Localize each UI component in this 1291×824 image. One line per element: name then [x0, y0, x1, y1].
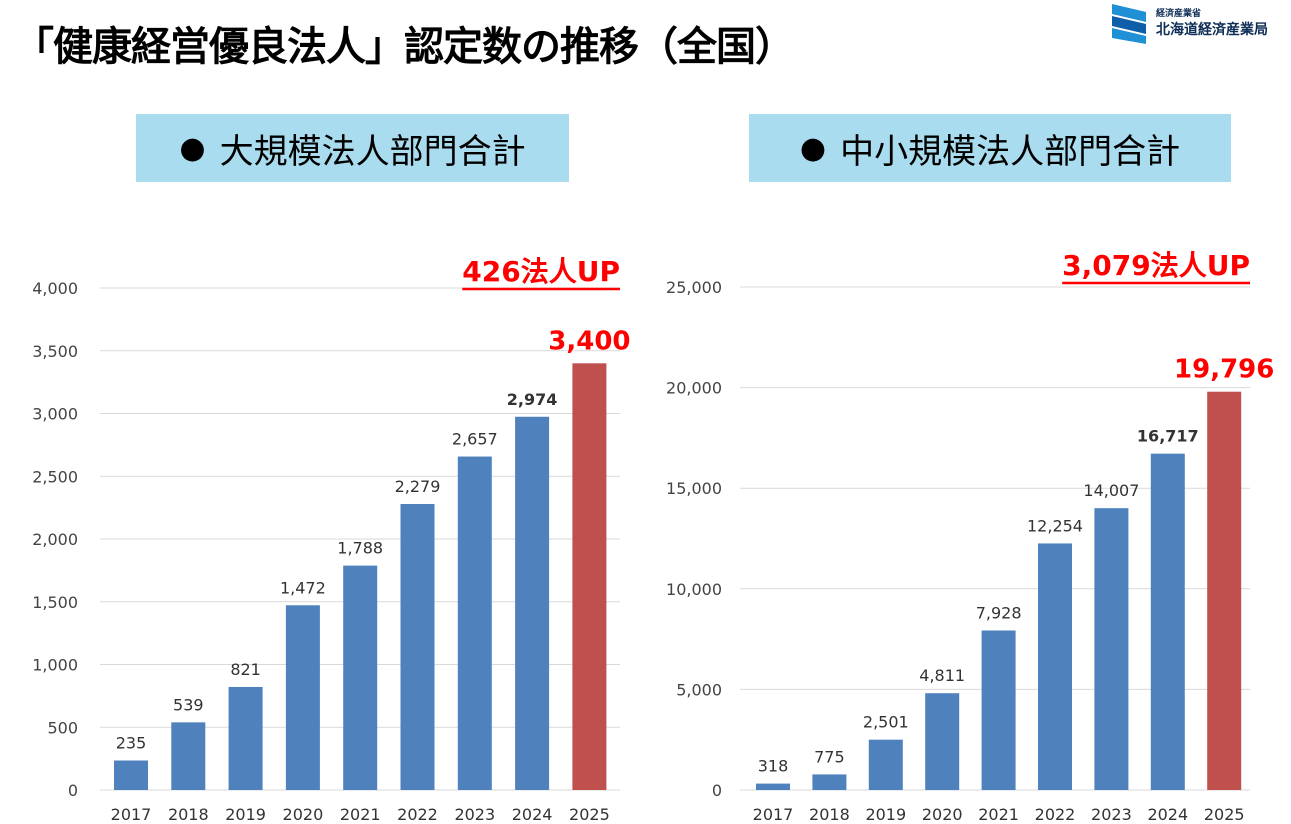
bureau-name: 北海道経済産業局	[1156, 22, 1268, 38]
y-tick-label: 2,000	[32, 530, 78, 549]
y-tick-label: 0	[68, 781, 78, 800]
data-label: 821	[230, 660, 261, 679]
bar-2020	[285, 605, 320, 790]
x-tick-label: 2021	[978, 805, 1019, 824]
meti-logo-icon	[1112, 4, 1146, 44]
x-tick-label: 2022	[397, 805, 438, 824]
data-label: 2,501	[863, 713, 909, 732]
y-tick-label: 0	[712, 781, 722, 800]
x-tick-label: 2017	[111, 805, 152, 824]
x-tick-label: 2022	[1035, 805, 1076, 824]
y-tick-label: 500	[47, 718, 78, 737]
y-tick-label: 25,000	[666, 278, 722, 297]
bar-2024	[515, 416, 550, 790]
x-tick-label: 2023	[454, 805, 495, 824]
bar-2022	[400, 503, 435, 790]
bar-2023	[1094, 508, 1129, 790]
y-tick-label: 3,500	[32, 342, 78, 361]
y-tick-label: 4,000	[32, 279, 78, 298]
data-label: 12,254	[1027, 516, 1083, 535]
data-label: 4,811	[919, 666, 965, 685]
increase-annotation: 3,079法人UP	[1062, 249, 1250, 282]
y-tick-label: 5,000	[676, 680, 722, 699]
x-tick-label: 2017	[753, 805, 794, 824]
bar-2018	[812, 774, 847, 790]
increase-annotation: 426法人UP	[462, 255, 620, 288]
bar-2019	[228, 686, 263, 790]
data-label: 19,796	[1174, 355, 1274, 385]
data-label: 1,788	[337, 539, 383, 558]
bar-2025	[1207, 391, 1242, 790]
x-tick-label: 2019	[865, 805, 906, 824]
bar-2024	[1150, 453, 1185, 790]
bureau-logo: 経済産業省 北海道経済産業局	[1108, 2, 1288, 46]
x-tick-label: 2020	[922, 805, 963, 824]
bar-2019	[868, 739, 903, 790]
data-label: 1,472	[280, 578, 326, 597]
data-label: 14,007	[1083, 481, 1139, 500]
page-title: 「健康経営優良法人」認定数の推移（全国）	[14, 24, 795, 70]
section-label-large-enterprises: ● 大規模法人部門合計	[136, 114, 569, 182]
x-tick-label: 2018	[168, 805, 209, 824]
data-label: 16,717	[1137, 427, 1199, 446]
x-tick-label: 2019	[225, 805, 266, 824]
y-tick-label: 3,000	[32, 405, 78, 424]
y-tick-label: 2,500	[32, 467, 78, 486]
x-tick-label: 2018	[809, 805, 850, 824]
data-label: 3,400	[548, 326, 630, 356]
section-label-text: 中小規模法人部門合計	[840, 131, 1181, 172]
bar-2025	[572, 363, 607, 790]
data-label: 235	[116, 734, 147, 753]
bar-2020	[925, 693, 960, 790]
bar-2022	[1038, 543, 1072, 790]
bullet-icon: ●	[179, 130, 206, 166]
y-tick-label: 1,500	[32, 593, 78, 612]
bar-2021	[343, 565, 378, 790]
x-tick-label: 2021	[340, 805, 381, 824]
x-tick-label: 2025	[1204, 805, 1245, 824]
y-tick-label: 1,000	[32, 656, 78, 675]
data-label: 2,974	[507, 390, 558, 409]
section-label-sme: ● 中小規模法人部門合計	[749, 114, 1231, 182]
x-tick-label: 2024	[1147, 805, 1188, 824]
data-label: 775	[814, 747, 845, 766]
y-tick-label: 10,000	[666, 580, 722, 599]
data-label: 539	[173, 695, 204, 714]
data-label: 318	[758, 757, 789, 776]
y-tick-label: 20,000	[666, 379, 722, 398]
data-label: 7,928	[976, 603, 1022, 622]
bar-2018	[171, 722, 206, 790]
y-tick-label: 15,000	[666, 479, 722, 498]
bar-2017	[114, 760, 148, 790]
bar-2017	[756, 783, 790, 790]
x-tick-label: 2023	[1091, 805, 1132, 824]
bar-2021	[981, 630, 1016, 790]
x-tick-label: 2025	[569, 805, 610, 824]
data-label: 2,657	[452, 430, 498, 449]
section-label-text: 大規模法人部門合計	[219, 131, 526, 172]
ministry-name: 経済産業省	[1156, 9, 1202, 19]
data-label: 2,279	[395, 477, 441, 496]
x-tick-label: 2020	[283, 805, 324, 824]
bullet-icon: ●	[799, 130, 827, 166]
x-tick-label: 2024	[512, 805, 553, 824]
bar-2023	[457, 456, 492, 790]
